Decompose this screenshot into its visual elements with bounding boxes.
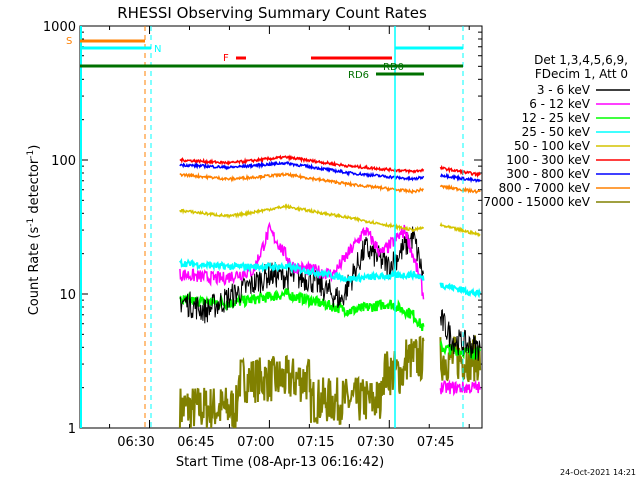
legend-header: Det 1,3,4,5,6,9, bbox=[534, 53, 628, 67]
timestamp: 24-Oct-2021 14:21 bbox=[560, 468, 636, 477]
x-tick-label: 07:15 bbox=[297, 435, 334, 450]
legend-label: 300 - 800 keV bbox=[506, 167, 590, 181]
legend-label: 12 - 25 keV bbox=[522, 111, 591, 125]
series-50-100keV bbox=[179, 203, 425, 233]
night-flag-label: N bbox=[154, 44, 161, 55]
series-100-300keV bbox=[179, 154, 425, 175]
legend-header: FDecim 1, Att 0 bbox=[535, 67, 628, 81]
series-800-7000keV bbox=[179, 171, 425, 195]
series-50-100keV bbox=[439, 221, 481, 238]
rd6-flag-label: RD6 bbox=[348, 70, 369, 81]
y-tick-label: 100 bbox=[51, 154, 76, 169]
series-12-25 bbox=[179, 286, 425, 331]
legend-label: 800 - 7000 keV bbox=[499, 181, 591, 195]
legend: Det 1,3,4,5,6,9,FDecim 1, Att 0 3 - 6 keV… bbox=[483, 53, 630, 209]
y-tick-label: 1 bbox=[68, 422, 76, 437]
legend-label: 25 - 50 keV bbox=[522, 125, 591, 139]
saa-flag-label: S bbox=[66, 36, 72, 47]
y-tick-label: 10 bbox=[59, 288, 76, 303]
legend-label: 100 - 300 keV bbox=[506, 153, 590, 167]
series-3-6 bbox=[179, 226, 424, 324]
legend-label: 3 - 6 keV bbox=[537, 83, 591, 97]
y-tick-label: 1000 bbox=[43, 20, 76, 35]
legend-label: 50 - 100 keV bbox=[514, 139, 591, 153]
series-800-7000keV bbox=[439, 184, 481, 194]
series-12-25 bbox=[439, 339, 482, 361]
legend-label: 7000 - 15000 keV bbox=[483, 195, 590, 209]
series-300-800keV bbox=[179, 160, 425, 182]
chart-title: RHESSI Observing Summary Count Rates bbox=[117, 4, 427, 22]
series-6-12 bbox=[179, 221, 425, 300]
series-7000-15000 bbox=[178, 335, 425, 429]
x-tick-label: 07:30 bbox=[357, 435, 394, 450]
series-25-50 bbox=[179, 257, 425, 284]
x-tick-label: 06:45 bbox=[177, 435, 214, 450]
flare-flag-label: F bbox=[223, 53, 229, 64]
rd0-flag-label: RD0 bbox=[383, 62, 404, 73]
x-tick-label: 06:30 bbox=[117, 435, 154, 450]
y-axis-label: Count Rate (s-1 detector-1) bbox=[26, 145, 42, 316]
series-100-300keV bbox=[439, 164, 481, 179]
series-300-800keV bbox=[439, 172, 481, 184]
x-tick-label: 07:00 bbox=[237, 435, 274, 450]
series-25-50 bbox=[439, 282, 482, 299]
x-tick-label: 07:45 bbox=[417, 435, 454, 450]
series-6-12 bbox=[439, 379, 481, 397]
x-axis-label: Start Time (08-Apr-13 06:16:42) bbox=[176, 455, 384, 470]
series-3-6 bbox=[439, 308, 481, 361]
legend-label: 6 - 12 keV bbox=[529, 97, 591, 111]
